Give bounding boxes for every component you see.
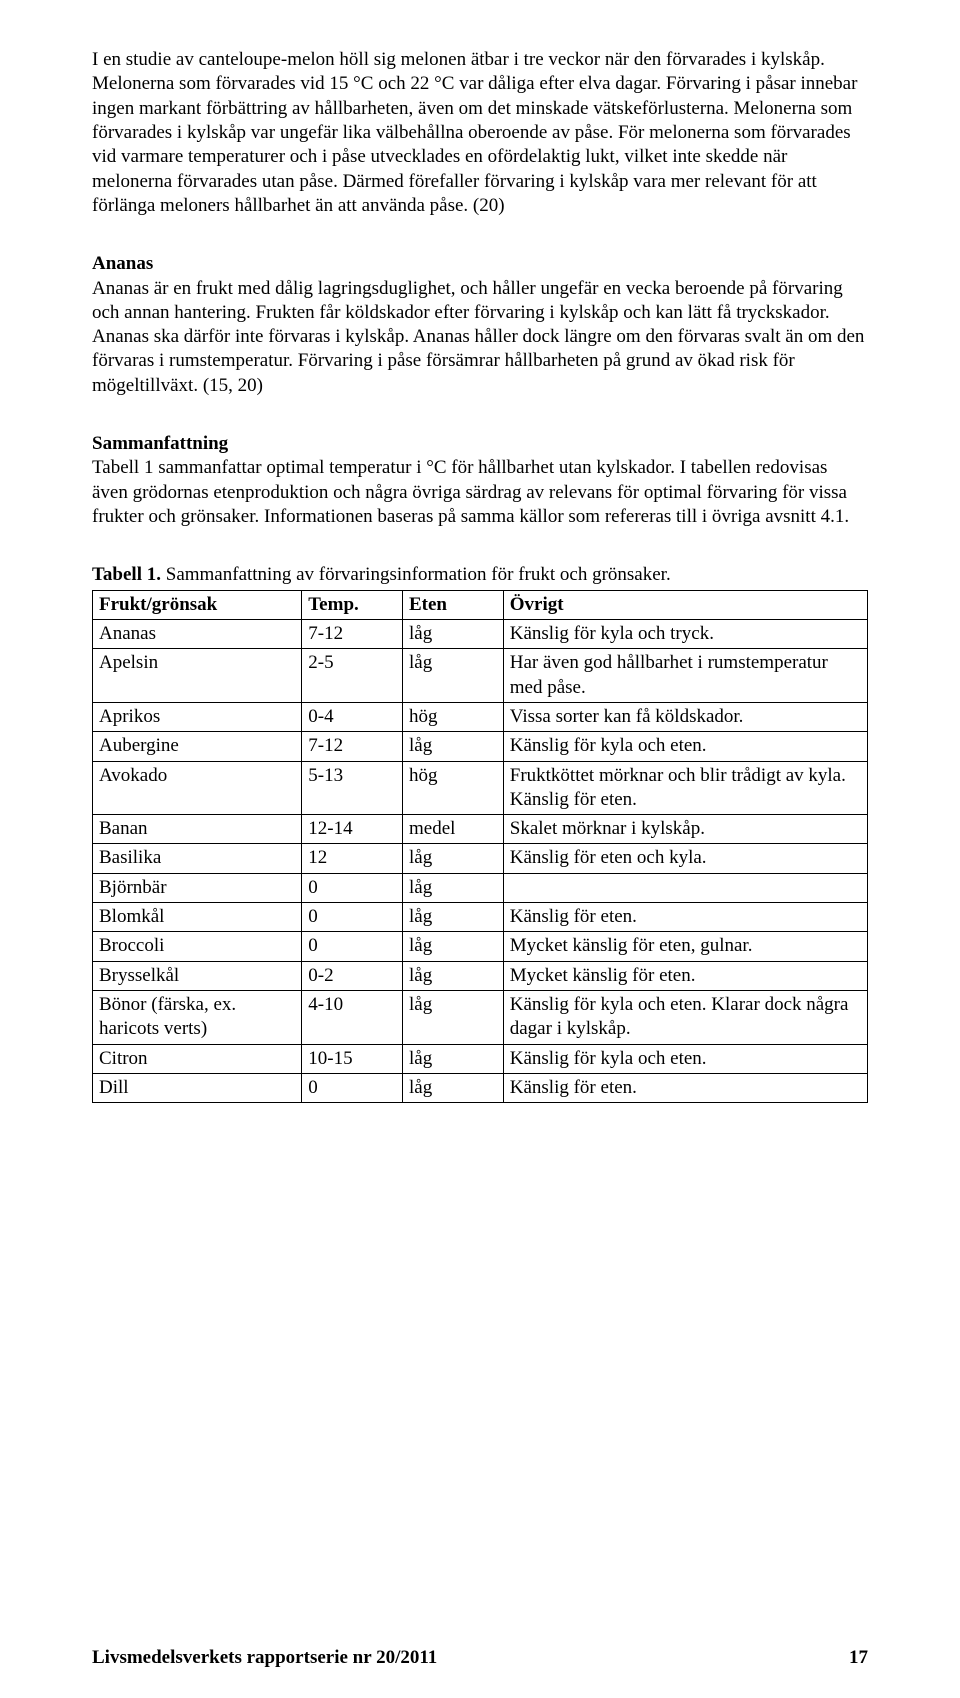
table-cell: Dill xyxy=(93,1073,302,1102)
paragraph-melon: I en studie av canteloupe-melon höll sig… xyxy=(92,48,868,218)
table-cell: 0 xyxy=(302,873,403,902)
table-row: Aprikos0-4högVissa sorter kan få köldska… xyxy=(93,702,868,731)
table-cell: låg xyxy=(403,619,504,648)
table-cell: 4-10 xyxy=(302,991,403,1045)
page: I en studie av canteloupe-melon höll sig… xyxy=(0,0,960,1698)
table-cell: låg xyxy=(403,649,504,703)
table-cell: Brysselkål xyxy=(93,961,302,990)
table-row: Banan12-14medelSkalet mörknar i kylskåp. xyxy=(93,815,868,844)
table-row: Aubergine7-12lågKänslig för kyla och ete… xyxy=(93,732,868,761)
table-cell: Har även god hållbarhet i rumstemperatur… xyxy=(503,649,867,703)
table-cell: låg xyxy=(403,732,504,761)
table-cell: Aubergine xyxy=(93,732,302,761)
table-cell: Avokado xyxy=(93,761,302,815)
footer-series: Livsmedelsverkets rapportserie nr 20/201… xyxy=(92,1646,437,1670)
table-caption: Tabell 1. Sammanfattning av förvaringsin… xyxy=(92,563,868,587)
th-frukt: Frukt/grönsak xyxy=(93,590,302,619)
summary-heading: Sammanfattning xyxy=(92,433,228,454)
th-temp: Temp. xyxy=(302,590,403,619)
table-caption-label: Tabell 1. xyxy=(92,564,161,585)
table-cell: Bönor (färska, ex. haricots verts) xyxy=(93,991,302,1045)
table-cell: 12-14 xyxy=(302,815,403,844)
ananas-body: Ananas är en frukt med dålig lagringsdug… xyxy=(92,278,864,396)
table-cell: Känslig för eten. xyxy=(503,903,867,932)
footer-page-number: 17 xyxy=(849,1646,868,1670)
storage-table: Frukt/grönsak Temp. Eten Övrigt Ananas7-… xyxy=(92,590,868,1104)
th-ovrigt: Övrigt xyxy=(503,590,867,619)
table-row: Basilika12lågKänslig för eten och kyla. xyxy=(93,844,868,873)
table-cell: Känslig för kyla och eten. Klarar dock n… xyxy=(503,991,867,1045)
section-ananas: Ananas Ananas är en frukt med dålig lagr… xyxy=(92,252,868,398)
ananas-heading: Ananas xyxy=(92,253,153,274)
table-cell: Skalet mörknar i kylskåp. xyxy=(503,815,867,844)
page-footer: Livsmedelsverkets rapportserie nr 20/201… xyxy=(92,1646,868,1670)
table-cell: Vissa sorter kan få köldskador. xyxy=(503,702,867,731)
summary-body: Tabell 1 sammanfattar optimal temperatur… xyxy=(92,457,849,527)
table-header-row: Frukt/grönsak Temp. Eten Övrigt xyxy=(93,590,868,619)
table-cell: Basilika xyxy=(93,844,302,873)
table-row: Ananas7-12lågKänslig för kyla och tryck. xyxy=(93,619,868,648)
table-cell: 0-4 xyxy=(302,702,403,731)
table-cell: 0 xyxy=(302,932,403,961)
table-cell: låg xyxy=(403,844,504,873)
table-cell: Citron xyxy=(93,1044,302,1073)
table-cell: hög xyxy=(403,761,504,815)
table-cell: Känslig för kyla och eten. xyxy=(503,732,867,761)
table-cell: Mycket känslig för eten. xyxy=(503,961,867,990)
table-cell: hög xyxy=(403,702,504,731)
table-cell: 10-15 xyxy=(302,1044,403,1073)
table-cell: medel xyxy=(403,815,504,844)
section-summary: Sammanfattning Tabell 1 sammanfattar opt… xyxy=(92,432,868,529)
table-cell xyxy=(503,873,867,902)
table-cell: Känslig för eten och kyla. xyxy=(503,844,867,873)
table-row: Citron10-15lågKänslig för kyla och eten. xyxy=(93,1044,868,1073)
table-cell: Känslig för kyla och eten. xyxy=(503,1044,867,1073)
table-cell: Aprikos xyxy=(93,702,302,731)
table-row: Apelsin2-5lågHar även god hållbarhet i r… xyxy=(93,649,868,703)
table-cell: låg xyxy=(403,1044,504,1073)
table-cell: låg xyxy=(403,903,504,932)
table-row: Blomkål0lågKänslig för eten. xyxy=(93,903,868,932)
table-row: Broccoli0lågMycket känslig för eten, gul… xyxy=(93,932,868,961)
table-cell: 12 xyxy=(302,844,403,873)
table-cell: 2-5 xyxy=(302,649,403,703)
table-cell: Björnbär xyxy=(93,873,302,902)
table-cell: 0-2 xyxy=(302,961,403,990)
table-cell: låg xyxy=(403,991,504,1045)
table-cell: Känslig för eten. xyxy=(503,1073,867,1102)
table-row: Dill0lågKänslig för eten. xyxy=(93,1073,868,1102)
table-cell: Broccoli xyxy=(93,932,302,961)
table-cell: Banan xyxy=(93,815,302,844)
table-cell: 5-13 xyxy=(302,761,403,815)
table-cell: 7-12 xyxy=(302,732,403,761)
table-row: Brysselkål0-2lågMycket känslig för eten. xyxy=(93,961,868,990)
table-cell: 0 xyxy=(302,1073,403,1102)
table-row: Avokado5-13högFruktköttet mörknar och bl… xyxy=(93,761,868,815)
table-cell: låg xyxy=(403,873,504,902)
table-cell: Mycket känslig för eten, gulnar. xyxy=(503,932,867,961)
table-cell: Känslig för kyla och tryck. xyxy=(503,619,867,648)
table-cell: låg xyxy=(403,932,504,961)
table-row: Bönor (färska, ex. haricots verts)4-10lå… xyxy=(93,991,868,1045)
table-caption-text: Sammanfattning av förvaringsinformation … xyxy=(161,564,671,585)
table-cell: Ananas xyxy=(93,619,302,648)
table-cell: Blomkål xyxy=(93,903,302,932)
table-cell: Fruktköttet mörknar och blir trådigt av … xyxy=(503,761,867,815)
table-cell: Apelsin xyxy=(93,649,302,703)
th-eten: Eten xyxy=(403,590,504,619)
table-cell: låg xyxy=(403,1073,504,1102)
table-row: Björnbär0låg xyxy=(93,873,868,902)
table-cell: låg xyxy=(403,961,504,990)
table-cell: 0 xyxy=(302,903,403,932)
table-cell: 7-12 xyxy=(302,619,403,648)
